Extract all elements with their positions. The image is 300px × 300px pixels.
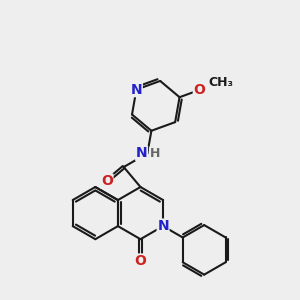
Text: O: O: [101, 174, 113, 188]
Text: N: N: [130, 82, 142, 97]
Text: O: O: [135, 254, 146, 268]
Text: N: N: [136, 146, 147, 161]
Text: N: N: [157, 219, 169, 233]
Text: CH₃: CH₃: [208, 76, 234, 88]
Text: O: O: [194, 83, 205, 97]
Text: H: H: [149, 147, 160, 160]
